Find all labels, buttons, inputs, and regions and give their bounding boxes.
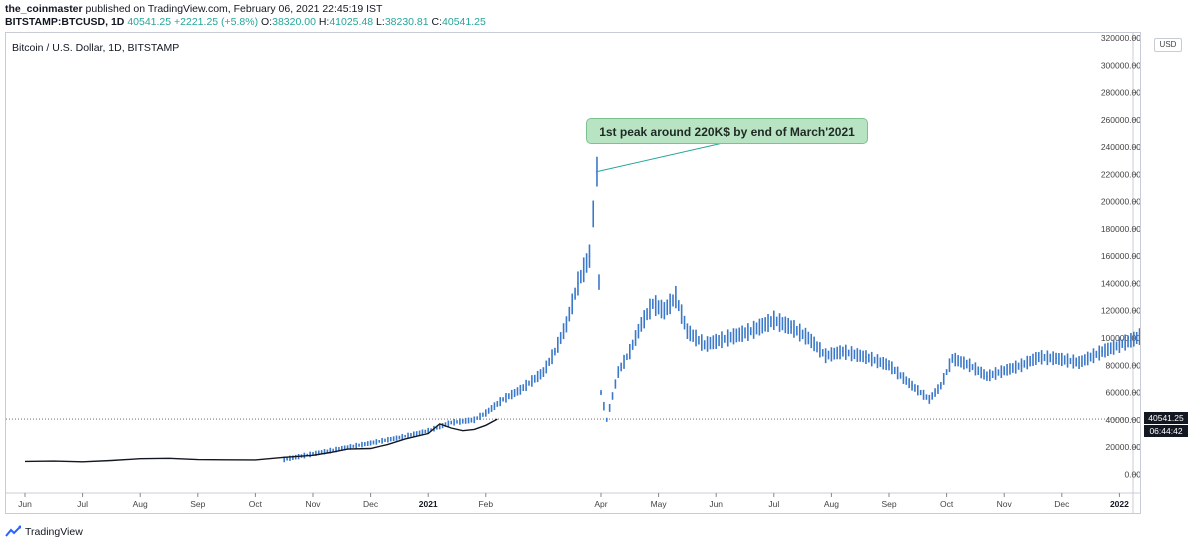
x-tick-label: Dec — [363, 499, 379, 509]
open-label: O: — [261, 16, 273, 28]
y-tick-label: 320000.00 — [1101, 33, 1141, 43]
high-value: 41025.48 — [329, 16, 374, 28]
x-tick-label: 2021 — [419, 499, 438, 509]
x-tick-label: Oct — [249, 499, 263, 509]
x-tick-label: Nov — [305, 499, 321, 509]
x-tick-label: Jul — [768, 499, 779, 509]
price-chart[interactable]: 0.00 20000.00 40000.00 60000.00 80000.00 1000… — [6, 33, 1141, 514]
y-tick-label: 160000.00 — [1101, 251, 1141, 261]
x-tick-label: Sep — [190, 499, 205, 509]
x-tick-label: Nov — [997, 499, 1013, 509]
y-tick-label: 260000.00 — [1101, 115, 1141, 125]
annotation-callout[interactable]: 1st peak around 220K$ by end of March'20… — [586, 118, 868, 144]
x-tick-label: Jul — [77, 499, 88, 509]
last-price-value: 40541.25 — [127, 16, 172, 28]
x-tick-label: 2022 — [1110, 499, 1129, 509]
x-tick-label: May — [651, 499, 668, 509]
y-tick-label: 60000.00 — [1106, 388, 1141, 398]
brand-name: TradingView — [25, 526, 83, 538]
y-tick-label: 80000.00 — [1106, 360, 1141, 370]
y-tick-label: 240000.00 — [1101, 142, 1141, 152]
open-value: 38320.00 — [272, 16, 316, 28]
y-tick-label: 180000.00 — [1101, 224, 1141, 234]
y-tick-label: 20000.00 — [1106, 442, 1141, 452]
published-text: published on TradingView.com, February 0… — [85, 3, 383, 15]
x-tick-label: Sep — [881, 499, 896, 509]
low-value: 38230.81 — [384, 16, 429, 28]
annotation-leader-line — [596, 142, 724, 173]
publish-info: the_coinmaster published on TradingView.… — [5, 3, 382, 15]
chart-area[interactable]: 0.00 20000.00 40000.00 60000.00 80000.00 1000… — [5, 32, 1141, 514]
y-tick-label: 200000.00 — [1101, 197, 1141, 207]
series-title: Bitcoin / U.S. Dollar, 1D, BITSTAMP — [12, 42, 180, 54]
x-tick-label: Jun — [709, 499, 723, 509]
x-tick-label: Aug — [824, 499, 839, 509]
y-tick-label: 300000.00 — [1101, 60, 1141, 70]
y-tick-label: 40000.00 — [1106, 415, 1141, 425]
footer: TradingView — [5, 524, 83, 540]
y-tick-label: 140000.00 — [1101, 278, 1141, 288]
symbol-label: BITSTAMP:BTCUSD, 1D — [5, 16, 125, 28]
x-tick-label: Oct — [940, 499, 954, 509]
currency-badge[interactable]: USD — [1154, 38, 1182, 52]
x-tick-label: Aug — [133, 499, 148, 509]
x-tick-label: Dec — [1054, 499, 1070, 509]
x-tick-label: Feb — [478, 499, 493, 509]
close-label: C: — [431, 16, 443, 28]
x-tick-label: Apr — [594, 499, 607, 509]
low-label: L: — [376, 16, 385, 28]
y-tick-label: 120000.00 — [1101, 306, 1141, 316]
close-value: 40541.25 — [442, 16, 486, 28]
y-tick-label: 0.00 — [1124, 469, 1141, 479]
y-tick-label: 280000.00 — [1101, 88, 1141, 98]
high-label: H: — [318, 16, 330, 28]
author-name[interactable]: the_coinmaster — [5, 3, 83, 15]
change-value: +2221.25 (+5.8%) — [174, 16, 259, 28]
y-tick-label: 220000.00 — [1101, 169, 1141, 179]
ohlc-bar: BITSTAMP:BTCUSD, 1D 40541.25 +2221.25 (+… — [5, 16, 486, 28]
y-tick-label: 100000.00 — [1101, 333, 1141, 343]
history-line — [24, 418, 498, 463]
tradingview-logo-icon — [5, 525, 21, 537]
last-price-tag: 40541.25 — [1144, 412, 1188, 425]
countdown-tag: 06:44:42 — [1144, 425, 1188, 438]
x-tick-label: Jun — [18, 499, 32, 509]
